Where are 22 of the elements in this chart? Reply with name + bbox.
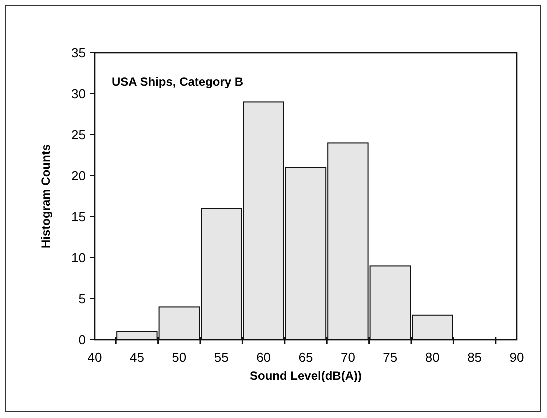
x-tick-label: 75	[383, 350, 398, 365]
y-tick-label: 10	[72, 250, 86, 266]
annotation: USA Ships, Category B	[112, 75, 244, 89]
y-tick-label: 25	[72, 128, 86, 143]
x-tick-label: 90	[510, 350, 524, 365]
x-tick-label: 55	[214, 350, 229, 365]
x-tick-label: 65	[298, 350, 314, 365]
x-tick-label: 85	[468, 350, 482, 365]
x-tick-label: 80	[425, 350, 440, 365]
y-tick-label: 15	[72, 210, 86, 225]
x-tick-label: 45	[130, 350, 144, 365]
y-tick-label: 0	[78, 332, 86, 348]
x-tick-label: 50	[172, 350, 187, 365]
y-tick-label: 35	[72, 46, 86, 61]
x-tick-label: 40	[88, 350, 102, 365]
x-tick-label: 70	[340, 350, 356, 365]
x-axis-title: Sound Level(dB(A))	[250, 369, 362, 383]
x-tick-label: 60	[256, 350, 272, 365]
y-tick-label: 30	[72, 86, 86, 102]
y-axis-title: Histogram Counts	[39, 144, 53, 249]
y-tick-label: 20	[72, 168, 86, 184]
y-tick-label: 5	[78, 292, 86, 307]
